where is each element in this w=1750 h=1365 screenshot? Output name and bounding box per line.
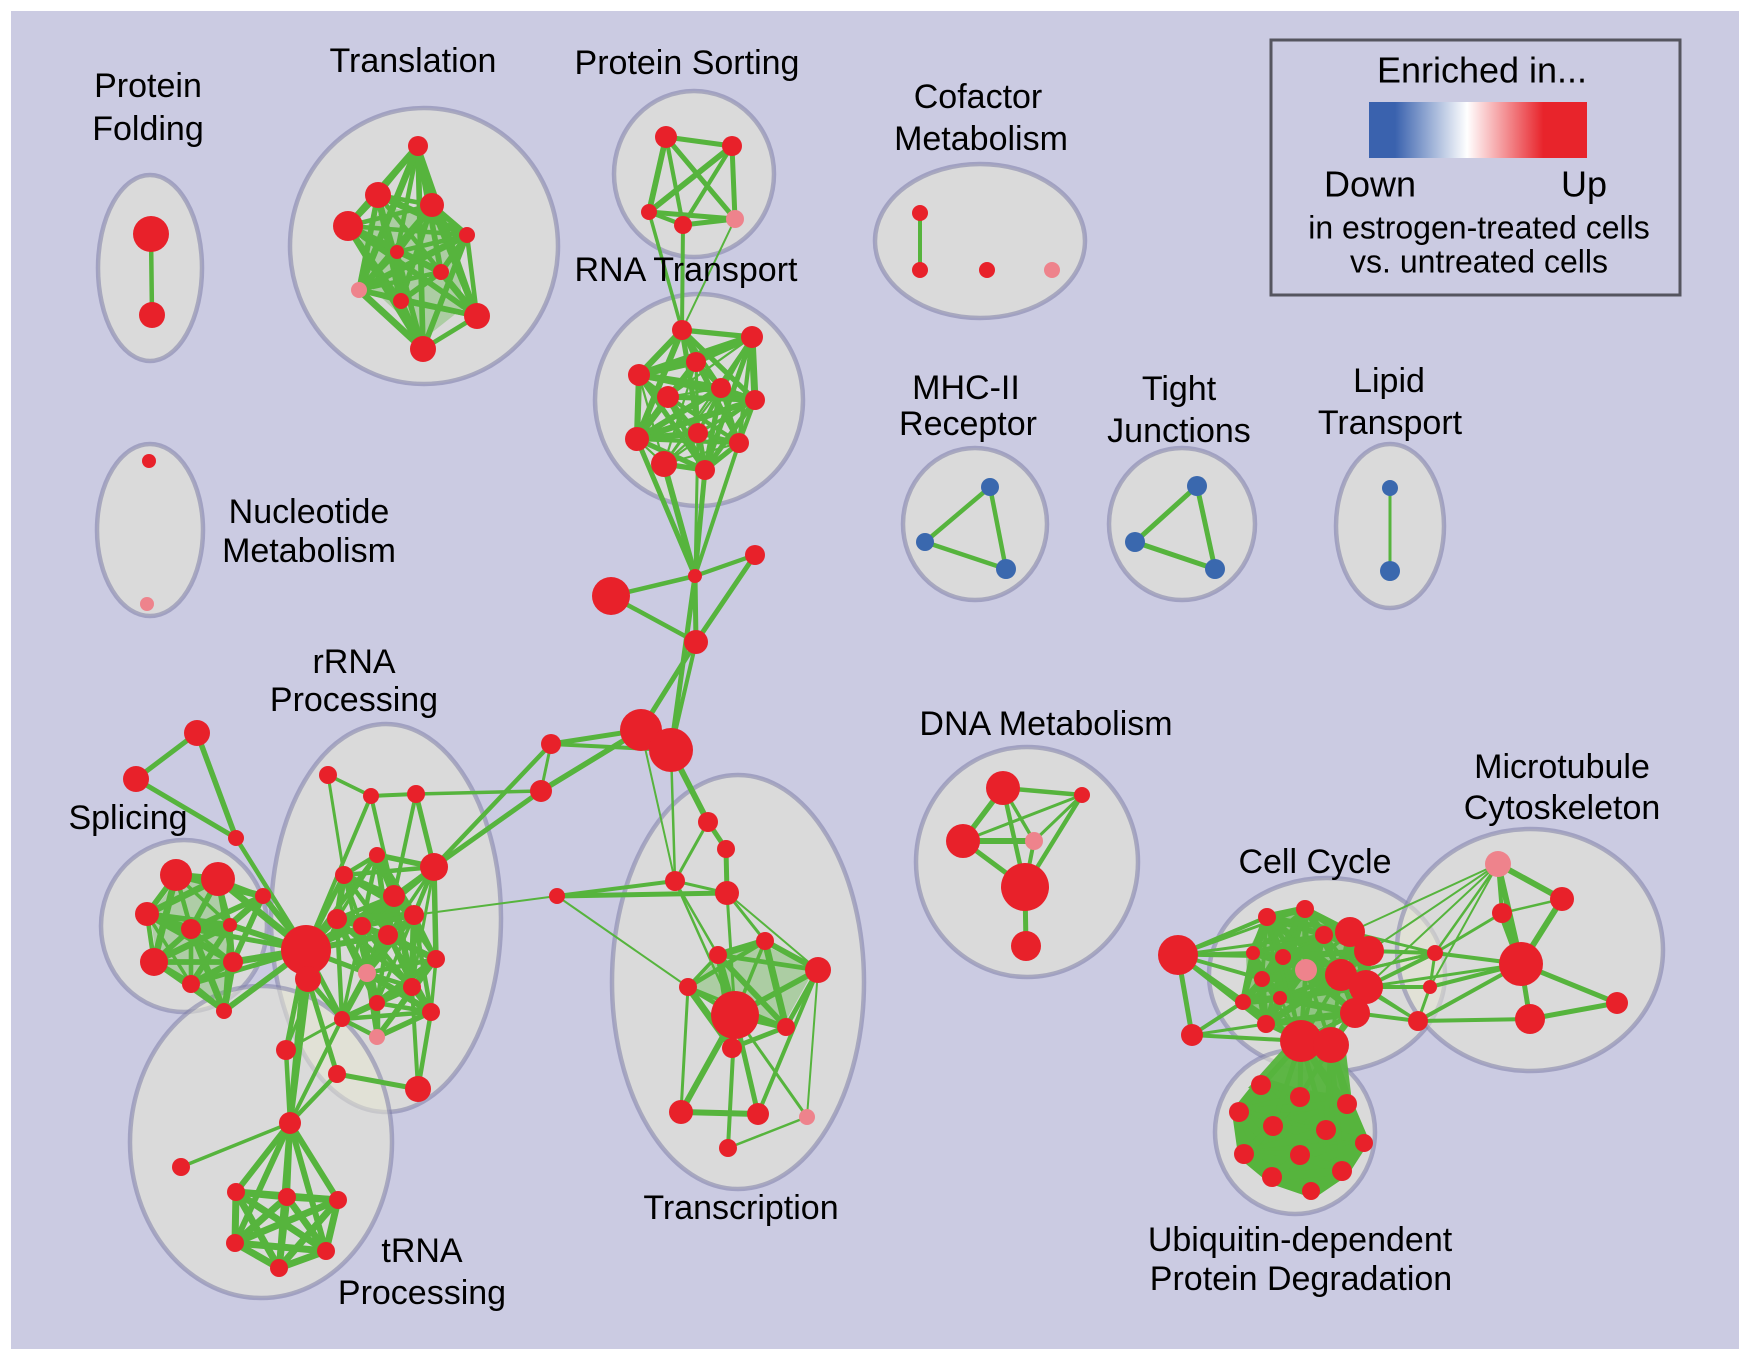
svg-text:Metabolism: Metabolism: [222, 532, 396, 570]
svg-text:Translation: Translation: [330, 42, 497, 80]
svg-text:Receptor: Receptor: [899, 405, 1037, 443]
svg-text:Processing: Processing: [270, 681, 438, 719]
svg-text:rRNA: rRNA: [312, 643, 395, 681]
svg-text:Protein: Protein: [94, 67, 202, 105]
svg-text:Transport: Transport: [1318, 404, 1463, 442]
svg-text:Cytoskeleton: Cytoskeleton: [1464, 789, 1661, 827]
svg-text:Cell Cycle: Cell Cycle: [1238, 843, 1391, 881]
svg-text:in estrogen-treated cells: in estrogen-treated cells: [1308, 209, 1650, 245]
svg-text:Transcription: Transcription: [643, 1189, 838, 1227]
svg-text:Cofactor: Cofactor: [914, 78, 1043, 116]
svg-text:Protein Degradation: Protein Degradation: [1150, 1260, 1452, 1298]
svg-text:Down: Down: [1324, 164, 1416, 205]
svg-text:tRNA: tRNA: [381, 1232, 463, 1270]
svg-text:Splicing: Splicing: [68, 799, 187, 837]
svg-text:Up: Up: [1561, 164, 1607, 205]
svg-text:Ubiquitin-dependent: Ubiquitin-dependent: [1148, 1221, 1453, 1259]
svg-text:Lipid: Lipid: [1353, 362, 1425, 400]
svg-text:DNA Metabolism: DNA Metabolism: [919, 705, 1172, 743]
svg-text:Nucleotide: Nucleotide: [229, 493, 390, 531]
svg-text:Microtubule: Microtubule: [1474, 748, 1650, 786]
svg-text:Processing: Processing: [338, 1274, 506, 1312]
svg-text:Enriched in...: Enriched in...: [1377, 50, 1587, 91]
svg-text:vs. untreated cells: vs. untreated cells: [1350, 243, 1608, 279]
svg-text:Junctions: Junctions: [1107, 412, 1251, 450]
svg-text:RNA Transport: RNA Transport: [575, 251, 799, 289]
svg-text:Tight: Tight: [1142, 370, 1217, 408]
svg-text:Folding: Folding: [92, 110, 204, 148]
svg-text:Metabolism: Metabolism: [894, 120, 1068, 158]
svg-text:MHC-II: MHC-II: [912, 369, 1020, 407]
svg-text:Protein Sorting: Protein Sorting: [575, 44, 800, 82]
